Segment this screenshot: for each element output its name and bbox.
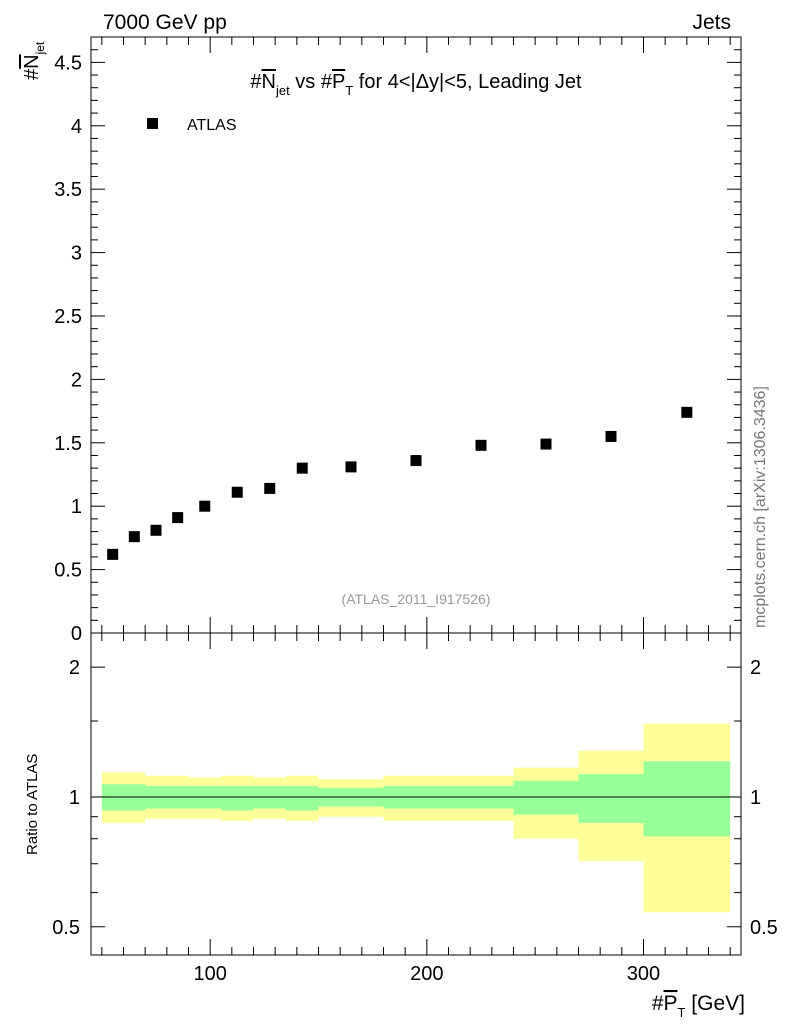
data-point (199, 500, 211, 512)
ratio-y-tick-label: 2 (69, 657, 80, 679)
main-y-tick-label: 4.5 (54, 52, 82, 74)
x-tick-label: 100 (193, 963, 226, 985)
main-y-tick-label: 3 (71, 243, 82, 265)
analysis-id: (ATLAS_2011_I917526) (342, 591, 491, 607)
ratio-y-tick-label: 1 (69, 787, 80, 809)
main-y-tick-label: 2 (71, 369, 82, 391)
inner-band-bin (578, 774, 644, 824)
x-axis-label: #PT [GeV] (652, 992, 745, 1020)
inner-band-bin (513, 780, 579, 815)
legend-label-atlas: ATLAS (187, 117, 237, 134)
inner-band-bin (643, 761, 731, 837)
main-y-tick-label: 2.5 (54, 306, 82, 328)
data-point (172, 512, 184, 524)
main-y-tick-label: 0 (71, 623, 82, 645)
main-y-tick-label: 1 (71, 496, 82, 518)
atlas-data-points (107, 406, 693, 560)
data-point (264, 482, 276, 494)
x-tick-label: 200 (410, 963, 443, 985)
main-y-label: #Njet (21, 41, 47, 80)
main-y-tick-label: 1.5 (54, 433, 82, 455)
data-point (540, 438, 552, 450)
data-point (475, 439, 487, 451)
ratio-y-tick-label-right: 2 (750, 657, 761, 679)
header-energy: 7000 GeV pp (103, 11, 227, 34)
mcplots-side-label: mcplots.cern.ch [arXiv:1306.3436] (752, 386, 769, 628)
ratio-plot-frame (90, 632, 742, 956)
main-y-tick-label: 3.5 (54, 179, 82, 201)
data-point (410, 455, 422, 467)
legend-marker-atlas (147, 118, 158, 129)
main-y-axis: 0 0.5 1 1.5 2 2.5 3 3.5 4 4.5 (54, 36, 741, 645)
data-point (681, 406, 693, 418)
ratio-y-tick-label-right: 1 (750, 787, 761, 809)
x-axis: 100 200 300 (101, 37, 731, 985)
inner-band-bin (221, 786, 254, 811)
data-point (345, 461, 357, 473)
ratio-y-tick-label-right: 0.5 (750, 917, 778, 939)
data-point (150, 524, 162, 536)
inner-band-bin (286, 786, 319, 811)
data-point (128, 531, 140, 543)
main-y-tick-label: 4 (71, 116, 82, 138)
chart-title: #Njet vs #PT for 4<|Δy|<5, Leading Jet (250, 71, 582, 98)
data-point (231, 486, 243, 498)
x-tick-label: 300 (627, 963, 660, 985)
ratio-y-axis: 0.5 0.5 1 1 2 2 (52, 657, 778, 939)
data-point (296, 462, 308, 474)
header-process: Jets (692, 11, 731, 34)
main-y-tick-label: 0.5 (54, 560, 82, 582)
data-point (107, 548, 119, 560)
ratio-y-tick-label: 0.5 (52, 917, 80, 939)
data-point (605, 430, 617, 442)
ratio-y-label: Ratio to ATLAS (24, 754, 41, 855)
